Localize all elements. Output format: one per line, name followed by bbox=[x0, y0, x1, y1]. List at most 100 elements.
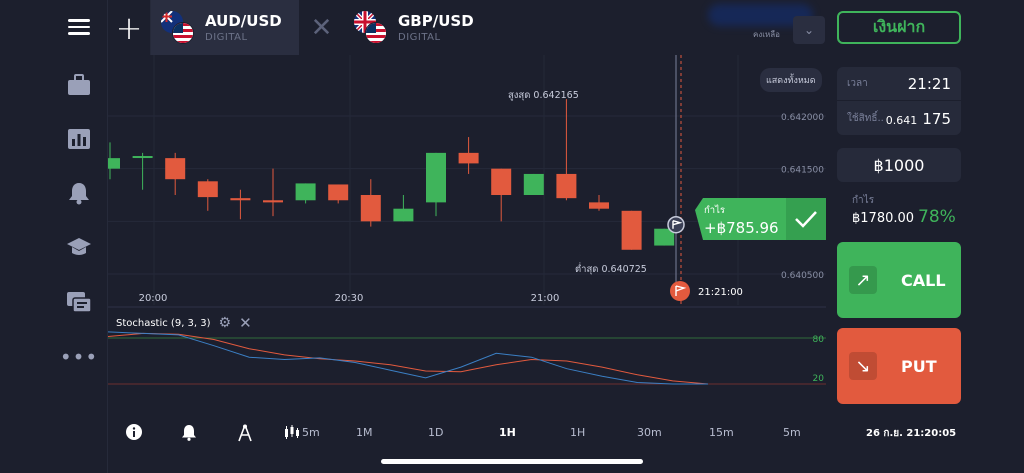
expiry-flag-icon bbox=[670, 281, 690, 301]
oscillator-header: Stochastic (9, 3, 3) ⚙ ✕ bbox=[116, 314, 252, 332]
y-tick-label: 0.642000 bbox=[781, 113, 824, 123]
chart-icon[interactable] bbox=[64, 124, 94, 154]
candle-body bbox=[458, 152, 479, 164]
period-5m[interactable]: 5m bbox=[783, 426, 801, 439]
profit-amount: ฿1780.00 bbox=[852, 211, 915, 226]
y-tick-label: 0.641500 bbox=[781, 166, 824, 176]
time-value: 21:21 bbox=[907, 74, 951, 93]
flag-glyph bbox=[672, 220, 683, 229]
candle-body bbox=[654, 228, 675, 246]
balance-dropdown-chevron-icon[interactable]: ⌄ bbox=[793, 16, 825, 44]
put-button[interactable]: ↘ PUT bbox=[837, 328, 961, 404]
candle-body bbox=[197, 181, 218, 198]
trade-panel: เงินฝาก เวลา 21:21 ใช้สิทธิ์.. 0.641 175… bbox=[826, 0, 1024, 420]
gbp-usd-flag-icon bbox=[354, 10, 388, 45]
candle-body bbox=[295, 183, 316, 201]
period-30m[interactable]: 30m bbox=[637, 426, 662, 439]
tab-gbp-usd[interactable]: GBP/USD DIGITAL bbox=[344, 0, 490, 55]
balance-label: คงเหลือ bbox=[753, 30, 780, 39]
more-icon[interactable]: ••• bbox=[59, 345, 99, 369]
candle-body bbox=[165, 158, 186, 180]
strike-label: ใช้สิทธิ์.. bbox=[847, 112, 884, 124]
menu-icon[interactable] bbox=[64, 12, 94, 42]
tab-aud-usd[interactable]: AUD/USD DIGITAL bbox=[151, 0, 299, 55]
tab-pair-label: GBP/USD bbox=[398, 12, 474, 30]
add-tab-button[interactable]: + bbox=[108, 0, 151, 55]
arrow-up-right-icon: ↗ bbox=[849, 266, 877, 294]
profit-percent: 78% bbox=[918, 207, 956, 227]
bottom-toolbar: 5m 1M 1D 1H 1H 30m 15m 5m 26 ก.ย. 21:20:… bbox=[108, 420, 1024, 450]
profit-badge-check-bg bbox=[786, 198, 826, 240]
candle-body bbox=[132, 156, 153, 159]
close-icon[interactable]: ✕ bbox=[239, 314, 252, 332]
osc-level-80-label: 80 bbox=[813, 335, 825, 345]
candle-body bbox=[621, 210, 642, 250]
low-label: ต่ำสุด 0.640725 bbox=[575, 262, 647, 275]
alert-bell-icon[interactable] bbox=[181, 424, 197, 445]
candle-body bbox=[393, 208, 414, 222]
x-tick-label: 20:30 bbox=[335, 293, 364, 304]
arrow-down-right-icon: ↘ bbox=[849, 352, 877, 380]
profit-value: ฿1780.00 78% bbox=[852, 207, 956, 227]
candles-type-icon[interactable] bbox=[284, 424, 300, 444]
candle-body bbox=[230, 198, 251, 201]
candle-body bbox=[328, 184, 349, 201]
check-icon bbox=[795, 211, 817, 228]
drawing-tools-icon[interactable] bbox=[238, 424, 252, 446]
strike-prefix: 0.641 bbox=[885, 113, 918, 127]
period-1m[interactable]: 1M bbox=[356, 426, 373, 439]
put-label: PUT bbox=[901, 356, 937, 376]
candle-body bbox=[491, 168, 512, 195]
position-flag-icon bbox=[667, 215, 685, 234]
time-strike-box[interactable]: เวลา 21:21 ใช้สิทธิ์.. 0.641 175 bbox=[837, 67, 961, 135]
briefcase-icon[interactable] bbox=[64, 70, 94, 100]
high-label: สูงสุด 0.642165 bbox=[508, 90, 579, 101]
top-bar: + AUD/USD DIGITAL ✕ GBP/USD DIGITAL คงเห bbox=[108, 0, 826, 55]
tab-type-label: DIGITAL bbox=[398, 32, 441, 43]
stochastic-d-line bbox=[108, 332, 709, 385]
time-label: เวลา bbox=[847, 78, 868, 89]
education-icon[interactable] bbox=[64, 232, 94, 262]
amount-input[interactable]: ฿1000 bbox=[837, 148, 961, 182]
candle-body bbox=[263, 200, 283, 203]
profit-label: กำไร bbox=[852, 195, 875, 206]
expiry-flag-glyph bbox=[675, 285, 687, 296]
chat-icon[interactable] bbox=[64, 288, 94, 318]
candle-body bbox=[426, 152, 446, 203]
tab-pair-label: AUD/USD bbox=[205, 12, 282, 30]
period-15m[interactable]: 15m bbox=[709, 426, 734, 439]
left-sidebar: ••• bbox=[0, 0, 108, 473]
call-label: CALL bbox=[901, 270, 946, 290]
aud-usd-flag-icon bbox=[161, 10, 195, 45]
period-1d[interactable]: 1D bbox=[428, 426, 444, 439]
y-tick-label: 0.640500 bbox=[781, 271, 824, 281]
candle-body bbox=[523, 173, 544, 195]
osc-level-20-label: 20 bbox=[813, 374, 825, 384]
x-tick-label: 21:00 bbox=[531, 293, 560, 304]
strike-suffix: 175 bbox=[922, 109, 951, 128]
period-1h-active[interactable]: 1H bbox=[499, 426, 516, 439]
info-icon[interactable] bbox=[126, 424, 142, 444]
profit-badge-label: กำไร bbox=[704, 204, 725, 216]
candle-body bbox=[360, 195, 381, 222]
home-indicator bbox=[381, 459, 643, 464]
gear-icon[interactable]: ⚙ bbox=[218, 315, 232, 331]
timeframe-label[interactable]: 5m bbox=[302, 426, 320, 439]
deposit-button[interactable]: เงินฝาก bbox=[837, 11, 961, 44]
call-button[interactable]: ↗ CALL bbox=[837, 242, 961, 318]
bell-icon[interactable] bbox=[64, 178, 94, 208]
balance-amount-blurred bbox=[708, 4, 813, 26]
current-datetime: 26 ก.ย. 21:20:05 bbox=[866, 428, 957, 439]
period-1h[interactable]: 1H bbox=[570, 426, 586, 439]
show-all-button[interactable]: แสดงทั้งหมด bbox=[760, 68, 822, 92]
tab-type-label: DIGITAL bbox=[205, 32, 248, 43]
candle-body bbox=[108, 158, 120, 169]
candle-body bbox=[556, 173, 577, 199]
stochastic-k-line bbox=[108, 331, 708, 385]
candle-body bbox=[589, 202, 609, 209]
close-tab-icon[interactable]: ✕ bbox=[310, 12, 333, 43]
x-tick-label: 20:00 bbox=[139, 293, 168, 304]
profit-badge-value: +฿785.96 bbox=[704, 219, 779, 237]
price-chart[interactable]: 0.6420000.6415000.6410000.64050020:0020:… bbox=[108, 55, 826, 420]
chart-canvas[interactable]: 0.6420000.6415000.6410000.64050020:0020:… bbox=[108, 55, 826, 420]
